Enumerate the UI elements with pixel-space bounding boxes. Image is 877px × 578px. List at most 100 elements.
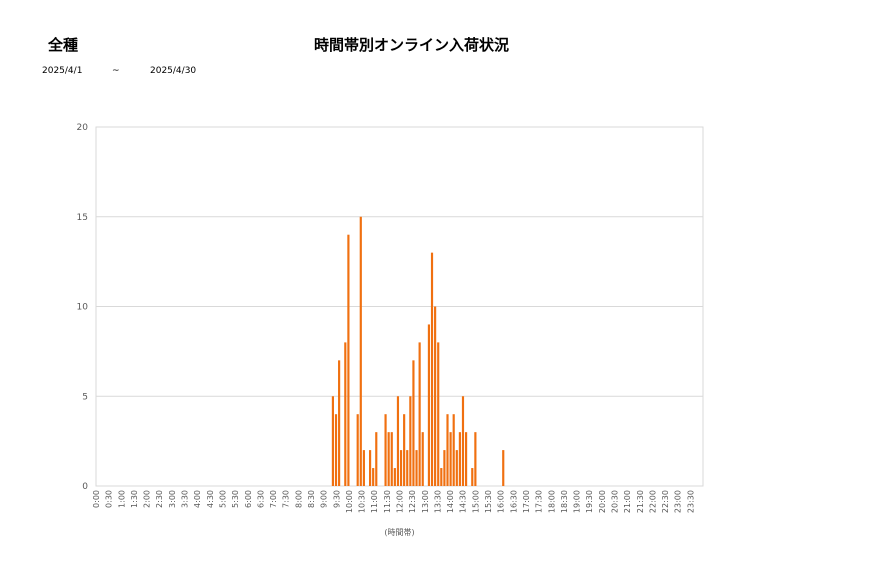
x-tick-label: 19:00	[573, 490, 582, 513]
bar	[415, 450, 418, 486]
bar	[449, 432, 452, 486]
bar	[338, 360, 341, 486]
x-tick-label: 10:30	[358, 490, 367, 513]
date-from: 2025/4/1	[42, 66, 83, 76]
x-axis-title: (時間帯)	[384, 527, 414, 537]
x-tick-label: 21:00	[623, 490, 632, 513]
bar	[474, 432, 477, 486]
bar	[344, 342, 347, 486]
bar	[502, 450, 505, 486]
bar	[384, 414, 387, 486]
x-tick-label: 13:00	[421, 490, 430, 513]
bar	[418, 342, 421, 486]
x-tick-label: 9:30	[332, 490, 341, 508]
bar	[458, 432, 461, 486]
bar	[362, 450, 365, 486]
bar	[434, 306, 437, 486]
x-tick-label: 6:00	[244, 490, 253, 508]
x-tick-label: 14:00	[446, 490, 455, 513]
y-tick-label: 10	[77, 303, 89, 313]
bar	[390, 432, 393, 486]
x-tick-label: 2:00	[143, 490, 152, 508]
bar	[427, 324, 431, 486]
x-tick-label: 8:30	[307, 490, 316, 508]
x-tick-label: 1:00	[117, 490, 126, 508]
bar	[372, 468, 375, 486]
x-tick-label: 0:30	[105, 490, 114, 508]
x-tick-label: 7:30	[282, 490, 291, 508]
x-tick-label: 11:00	[370, 490, 379, 513]
bar	[399, 450, 403, 486]
bar	[406, 450, 409, 486]
bar	[347, 234, 350, 486]
bar	[412, 360, 415, 486]
x-tick-label: 0:00	[92, 490, 101, 508]
x-tick-label: 20:00	[598, 490, 607, 513]
bar	[403, 414, 406, 486]
x-tick-label: 16:30	[509, 490, 518, 513]
x-tick-label: 16:00	[497, 490, 506, 513]
x-tick-label: 4:30	[206, 490, 215, 508]
x-tick-label: 12:30	[408, 490, 417, 513]
bar	[452, 414, 455, 486]
x-tick-label: 21:30	[636, 490, 645, 513]
x-tick-label: 17:30	[535, 490, 544, 513]
bar	[375, 432, 378, 486]
x-tick-label: 3:00	[168, 490, 177, 508]
bar	[409, 396, 412, 486]
bar	[369, 450, 372, 486]
x-tick-label: 2:30	[155, 490, 164, 508]
x-tick-label: 1:30	[130, 490, 139, 508]
x-tick-label: 15:00	[471, 490, 480, 513]
bar	[440, 468, 443, 486]
x-tick-label: 15:30	[484, 490, 493, 513]
bar	[455, 450, 458, 486]
bar	[443, 450, 446, 486]
bar	[387, 432, 390, 486]
x-tick-label: 10:00	[345, 490, 354, 513]
bar	[461, 396, 465, 486]
date-separator: ~	[112, 66, 120, 76]
x-tick-label: 17:00	[522, 490, 531, 513]
x-tick-label: 3:30	[181, 490, 190, 508]
x-tick-label: 9:00	[320, 490, 329, 508]
category-label: 全種	[48, 36, 79, 54]
x-tick-label: 4:00	[193, 490, 202, 508]
date-to: 2025/4/30	[150, 66, 197, 76]
bar	[393, 468, 396, 486]
bar	[421, 432, 424, 486]
x-tick-label: 5:00	[218, 490, 227, 508]
y-tick-label: 5	[82, 392, 88, 402]
bar	[396, 396, 400, 486]
x-tick-label: 7:00	[269, 490, 278, 508]
x-tick-label: 18:30	[560, 490, 569, 513]
bar	[465, 432, 468, 486]
x-tick-label: 5:30	[231, 490, 240, 508]
x-tick-label: 11:30	[383, 490, 392, 513]
x-tick-label: 19:30	[585, 490, 594, 513]
bar	[356, 414, 359, 486]
x-tick-label: 23:30	[686, 490, 695, 513]
bar	[446, 414, 449, 486]
bar	[359, 216, 362, 486]
chart-title: 時間帯別オンライン入荷状況	[314, 36, 510, 54]
x-tick-label: 23:00	[674, 490, 683, 513]
bar	[437, 342, 440, 486]
x-tick-label: 12:00	[396, 490, 405, 513]
x-tick-label: 18:00	[547, 490, 556, 513]
x-tick-label: 14:30	[459, 490, 468, 513]
x-tick-label: 22:30	[661, 490, 670, 513]
bar	[334, 414, 338, 486]
y-tick-label: 20	[77, 123, 89, 133]
y-tick-label: 0	[82, 482, 88, 492]
bar	[430, 252, 434, 486]
bar	[331, 396, 334, 486]
x-tick-label: 22:00	[648, 490, 657, 513]
x-tick-label: 8:00	[294, 490, 303, 508]
x-tick-label: 13:30	[433, 490, 442, 513]
y-tick-label: 15	[77, 213, 88, 223]
x-tick-label: 6:30	[256, 490, 265, 508]
bar	[471, 468, 474, 486]
x-tick-label: 20:30	[610, 490, 619, 513]
